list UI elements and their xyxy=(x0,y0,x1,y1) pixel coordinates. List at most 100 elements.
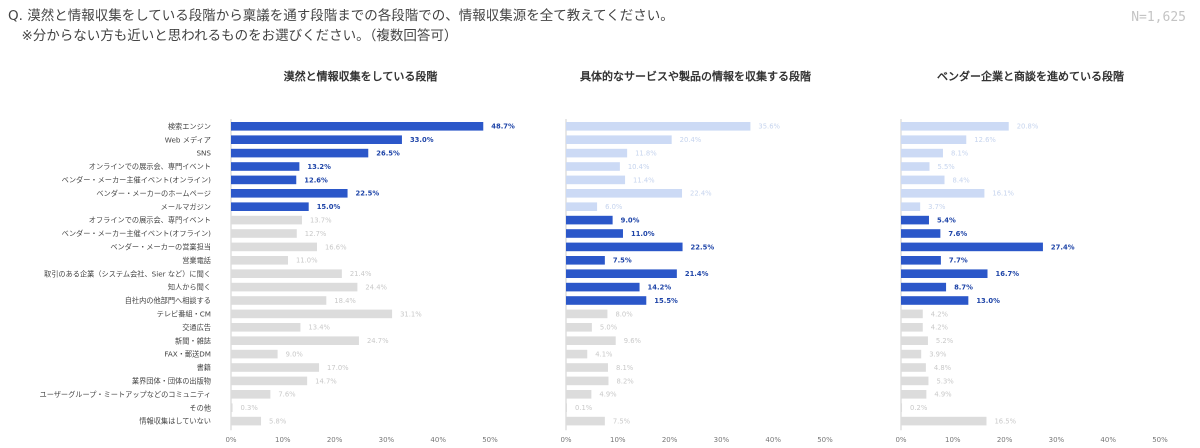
data-label: 10.4% xyxy=(628,163,650,171)
category-label: ベンダー・メーカー主催イベント(オンライン) xyxy=(62,176,212,185)
data-label: 16.5% xyxy=(994,418,1016,426)
category-label: テレビ番組・CM xyxy=(157,310,211,319)
data-label: 3.7% xyxy=(928,203,946,211)
sample-size: N=1,625 xyxy=(1131,10,1186,25)
x-tick-label: 30% xyxy=(1049,436,1065,444)
bar xyxy=(901,269,988,278)
bar xyxy=(231,229,297,238)
bar xyxy=(566,215,613,225)
data-label: 31.1% xyxy=(400,310,422,318)
data-label: 16.6% xyxy=(325,243,347,251)
category-label: ベンダー・メーカー主催イベント(オフライン) xyxy=(62,229,212,238)
bar xyxy=(566,189,683,198)
data-label: 21.4% xyxy=(350,270,372,278)
data-label: 7.5% xyxy=(613,257,632,265)
x-tick-label: 40% xyxy=(1100,436,1116,444)
panel-title: 具体的なサービスや製品の情報を収集する段階 xyxy=(580,69,811,83)
bar xyxy=(901,349,922,359)
bar xyxy=(566,229,623,238)
category-label: 交通広告 xyxy=(182,323,211,332)
data-label: 5.2% xyxy=(936,337,954,345)
data-label: 7.6% xyxy=(948,230,967,238)
x-tick-label: 20% xyxy=(327,436,343,444)
data-label: 13.4% xyxy=(308,324,330,332)
bar xyxy=(901,256,941,265)
data-label: 4.2% xyxy=(931,324,949,332)
bar xyxy=(231,282,358,292)
bar xyxy=(901,403,903,412)
bar xyxy=(231,376,308,386)
data-label: 4.9% xyxy=(934,391,952,399)
data-label: 11.4% xyxy=(633,176,655,184)
x-tick-label: 20% xyxy=(997,436,1013,444)
data-label: 24.7% xyxy=(367,337,389,345)
category-label: SNS xyxy=(196,149,211,158)
bar xyxy=(231,336,359,345)
bar xyxy=(231,189,348,198)
bar xyxy=(566,175,626,185)
x-tick-label: 40% xyxy=(430,436,446,444)
data-label: 9.6% xyxy=(624,337,642,345)
bar xyxy=(231,162,300,171)
bar xyxy=(566,309,608,319)
bar xyxy=(566,376,609,386)
question-line-2: ※分からない方も近いと思われるものをお選びください。（複数回答可） xyxy=(8,28,458,44)
bar xyxy=(566,282,640,292)
data-label: 5.4% xyxy=(937,217,956,225)
x-tick-label: 0% xyxy=(895,436,906,444)
data-label: 8.2% xyxy=(616,377,634,385)
bar xyxy=(231,349,278,359)
data-label: 13.7% xyxy=(310,217,332,225)
data-label: 24.4% xyxy=(365,284,387,292)
bar xyxy=(901,363,926,372)
bar xyxy=(231,403,233,412)
bar xyxy=(231,296,327,305)
bar xyxy=(901,122,1009,131)
category-label: ベンダー・メーカーのホームページ xyxy=(96,189,211,198)
bar xyxy=(901,416,987,426)
data-label: 8.7% xyxy=(954,284,973,292)
data-label: 3.9% xyxy=(929,351,947,359)
bar xyxy=(231,122,484,131)
bar xyxy=(231,242,317,252)
x-tick-label: 30% xyxy=(714,436,730,444)
category-label: 検索エンジン xyxy=(168,122,211,131)
x-tick-label: 10% xyxy=(610,436,626,444)
x-tick-label: 0% xyxy=(560,436,571,444)
data-label: 22.4% xyxy=(690,190,712,198)
data-label: 5.0% xyxy=(600,324,618,332)
data-label: 11.8% xyxy=(635,150,657,158)
category-label: その他 xyxy=(189,403,211,412)
bar xyxy=(566,256,605,265)
bar xyxy=(566,122,751,131)
bar xyxy=(566,336,616,345)
bar xyxy=(231,363,320,372)
data-label: 4.1% xyxy=(595,351,613,359)
bar xyxy=(231,256,288,265)
bar xyxy=(231,390,271,399)
data-label: 8.1% xyxy=(616,364,634,372)
bar xyxy=(566,135,672,144)
category-label: 新聞・雑誌 xyxy=(175,336,211,345)
data-label: 11.0% xyxy=(296,257,318,265)
bar xyxy=(566,390,592,399)
data-label: 22.5% xyxy=(691,243,715,251)
bar xyxy=(231,202,309,211)
x-tick-label: 10% xyxy=(275,436,291,444)
category-label: 情報収集はしていない xyxy=(139,417,211,426)
bar xyxy=(566,162,620,171)
data-label: 16.7% xyxy=(996,270,1020,278)
data-label: 8.0% xyxy=(615,310,633,318)
bar xyxy=(566,403,567,412)
category-label: 取引のある企業（システム会社、Sier など）に聞く xyxy=(44,269,211,278)
bar xyxy=(231,215,302,225)
x-tick-label: 10% xyxy=(945,436,961,444)
bar xyxy=(901,202,921,211)
category-label: 営業電話 xyxy=(182,256,211,265)
bar xyxy=(231,269,342,278)
category-label: FAX・郵送DM xyxy=(164,350,211,359)
data-label: 27.4% xyxy=(1051,243,1075,251)
x-tick-label: 50% xyxy=(817,436,833,444)
data-label: 16.1% xyxy=(992,190,1014,198)
